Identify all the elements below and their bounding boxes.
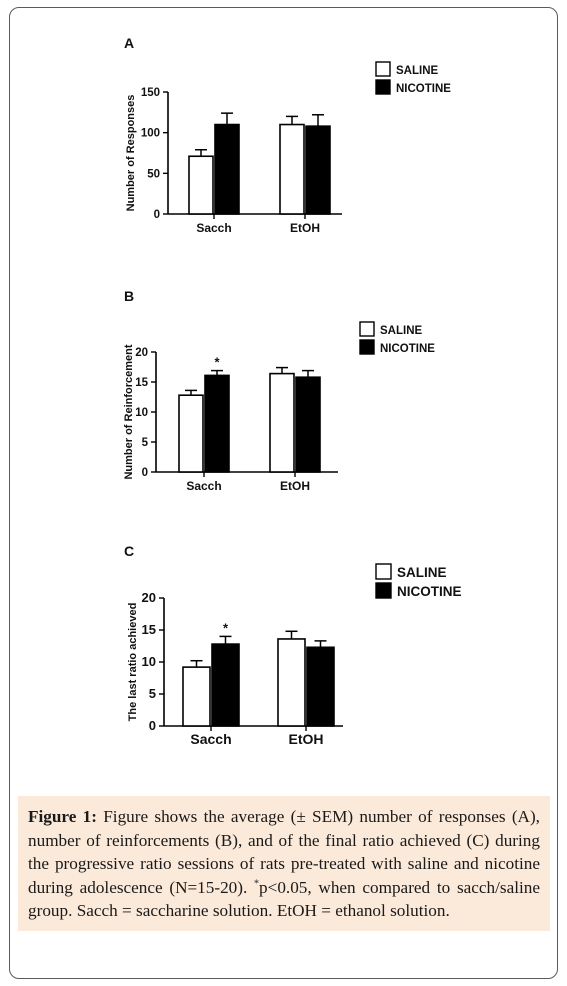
panel-a-x-tick-label-etoh: EtOH: [290, 221, 320, 235]
panel-a-y-tick-label: 0: [154, 209, 160, 221]
panel-b-y-tick-label: 15: [135, 377, 148, 389]
panel-a-legend-label-saline: SALINE: [396, 65, 439, 77]
panel-b-letter: B: [124, 288, 134, 304]
panel-b-bar-saline-etoh: [269, 372, 295, 473]
panel-c-bar-nicotine-sacch: [211, 643, 240, 727]
panel-b-y-tick-label: 10: [135, 407, 148, 419]
panel-c-x-tick-label-sacch: Sacch: [190, 731, 231, 747]
panel-b-legend-label-saline: SALINE: [380, 325, 423, 337]
panel-c-y-tick-label: 0: [149, 718, 156, 733]
panel-c-significance-asterisk: *: [223, 620, 229, 635]
panel-b-legend-swatch-saline: [359, 321, 375, 337]
panel-a-x-tick-label-sacch: Sacch: [196, 221, 231, 235]
panel-c-bar-saline-etoh: [277, 638, 306, 727]
panel-b-bar-nicotine-etoh: [295, 376, 321, 473]
panel-a-legend-swatch-nicotine: [375, 79, 391, 95]
panel-c-y-tick-label: 5: [149, 686, 156, 701]
panel-b-y-tick-label: 5: [142, 437, 149, 449]
panel-c-legend-label-nicotine: NICOTINE: [397, 584, 462, 599]
panel-c-y-tick-label: 10: [142, 654, 156, 669]
panel-a-y-axis-label: Number of Responses: [125, 95, 137, 212]
panel-a-y-tick-label: 100: [141, 128, 160, 140]
panel-b-significance-asterisk: *: [214, 355, 220, 370]
panel-a-letter: A: [124, 35, 134, 51]
panel-c-bar-saline-sacch: [182, 666, 211, 727]
caption-text-main: Figure shows the average (± SEM) number …: [28, 807, 540, 897]
panel-b-x-tick-label-etoh: EtOH: [280, 479, 310, 493]
figure-caption: Figure 1: Figure shows the average (± SE…: [18, 796, 550, 931]
panel-b-bar-nicotine-sacch: [204, 374, 230, 473]
panel-c-legend-swatch-saline: [375, 563, 392, 580]
panel-c-legend-swatch-nicotine: [375, 582, 392, 599]
panel-b-y-tick-label: 20: [135, 347, 148, 359]
panel-b-y-tick-label: 0: [142, 467, 148, 479]
panel-a-y-tick-label: 50: [147, 168, 160, 180]
panel-c-x-tick-label-etoh: EtOH: [289, 731, 324, 747]
panel-a-y-tick-label: 150: [141, 87, 160, 99]
panel-a-legend-swatch-saline: [375, 61, 391, 77]
panel-c-y-axis-label: The last ratio achieved: [127, 603, 139, 722]
caption-label: Figure 1:: [28, 807, 97, 826]
panel-a-legend-label-nicotine: NICOTINE: [396, 83, 451, 95]
panel-a-bar-nicotine-sacch: [214, 123, 240, 215]
panel-c-y-tick-label: 20: [142, 590, 156, 605]
panel-a-bar-saline-etoh: [279, 123, 305, 215]
panel-b-y-axis-label: Number of Reinforcement: [123, 344, 135, 479]
caption-text-end: p<0.05, when compared to sacch/saline gr…: [28, 877, 540, 921]
panel-a-bar-saline-sacch: [188, 155, 214, 215]
panel-b-bar-saline-sacch: [178, 394, 204, 473]
panel-b-x-tick-label-sacch: Sacch: [186, 479, 221, 493]
panel-c-letter: C: [124, 543, 134, 559]
panel-b-legend-label-nicotine: NICOTINE: [380, 343, 435, 355]
panel-c-bar-nicotine-etoh: [306, 646, 335, 727]
panel-b-legend-swatch-nicotine: [359, 339, 375, 355]
panel-c-legend-label-saline: SALINE: [397, 565, 447, 580]
panel-c-y-tick-label: 15: [142, 622, 156, 637]
caption-significance-mark: *: [254, 877, 260, 889]
panel-a-bar-nicotine-etoh: [305, 125, 331, 215]
